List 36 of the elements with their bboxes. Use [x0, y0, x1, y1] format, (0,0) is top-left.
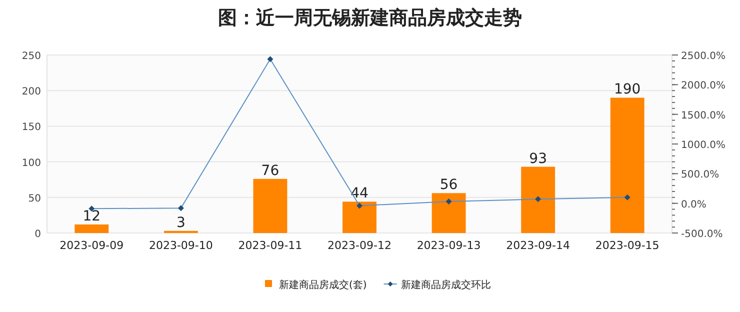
data-label: 12 [82, 208, 101, 224]
x-tick-label: 2023-09-12 [328, 239, 392, 252]
data-label: 56 [440, 177, 458, 194]
data-label: 3 [176, 214, 186, 231]
y-tick-label: 100 [22, 158, 41, 169]
x-tick-label: 2023-09-15 [595, 239, 660, 252]
x-tick-label: 2023-09-10 [148, 239, 213, 252]
bar [253, 178, 288, 233]
y-tick-label: 50 [28, 193, 41, 204]
y-tick-label: 200 [22, 86, 41, 98]
legend-label: 新建商品房成交(套) [279, 279, 367, 291]
y2-tick-label: 2000.0% [681, 80, 726, 92]
x-tick-label: 2023-09-11 [238, 239, 302, 252]
chart-title: 图：近一周无锡新建商品房成交走势 [218, 7, 522, 29]
bar [342, 202, 376, 233]
data-label: 76 [261, 162, 280, 179]
y-tick-label: 250 [22, 51, 41, 62]
y-tick-label: 150 [22, 122, 41, 134]
bar [610, 98, 644, 233]
x-tick-label: 2023-09-14 [506, 239, 570, 252]
bar [521, 166, 556, 233]
y2-tick-label: 0.0% [681, 199, 706, 210]
data-label: 93 [529, 150, 547, 167]
bar [432, 193, 466, 233]
x-tick-label: 2023-09-13 [416, 239, 481, 252]
data-label: 190 [614, 82, 641, 98]
y2-tick-label: -500.0% [681, 229, 723, 240]
x-tick-label: 2023-09-09 [60, 239, 124, 252]
y2-tick-label: 1500.0% [681, 110, 726, 122]
data-label: 44 [350, 186, 368, 202]
y2-tick-label: 2500.0% [681, 51, 726, 62]
bar [74, 224, 109, 233]
legend-label: 新建商品房成交环比 [400, 279, 491, 291]
y2-tick-label: 500.0% [681, 170, 720, 181]
y-tick-label: 0 [34, 229, 41, 240]
y2-tick-label: 1000.0% [681, 140, 726, 151]
